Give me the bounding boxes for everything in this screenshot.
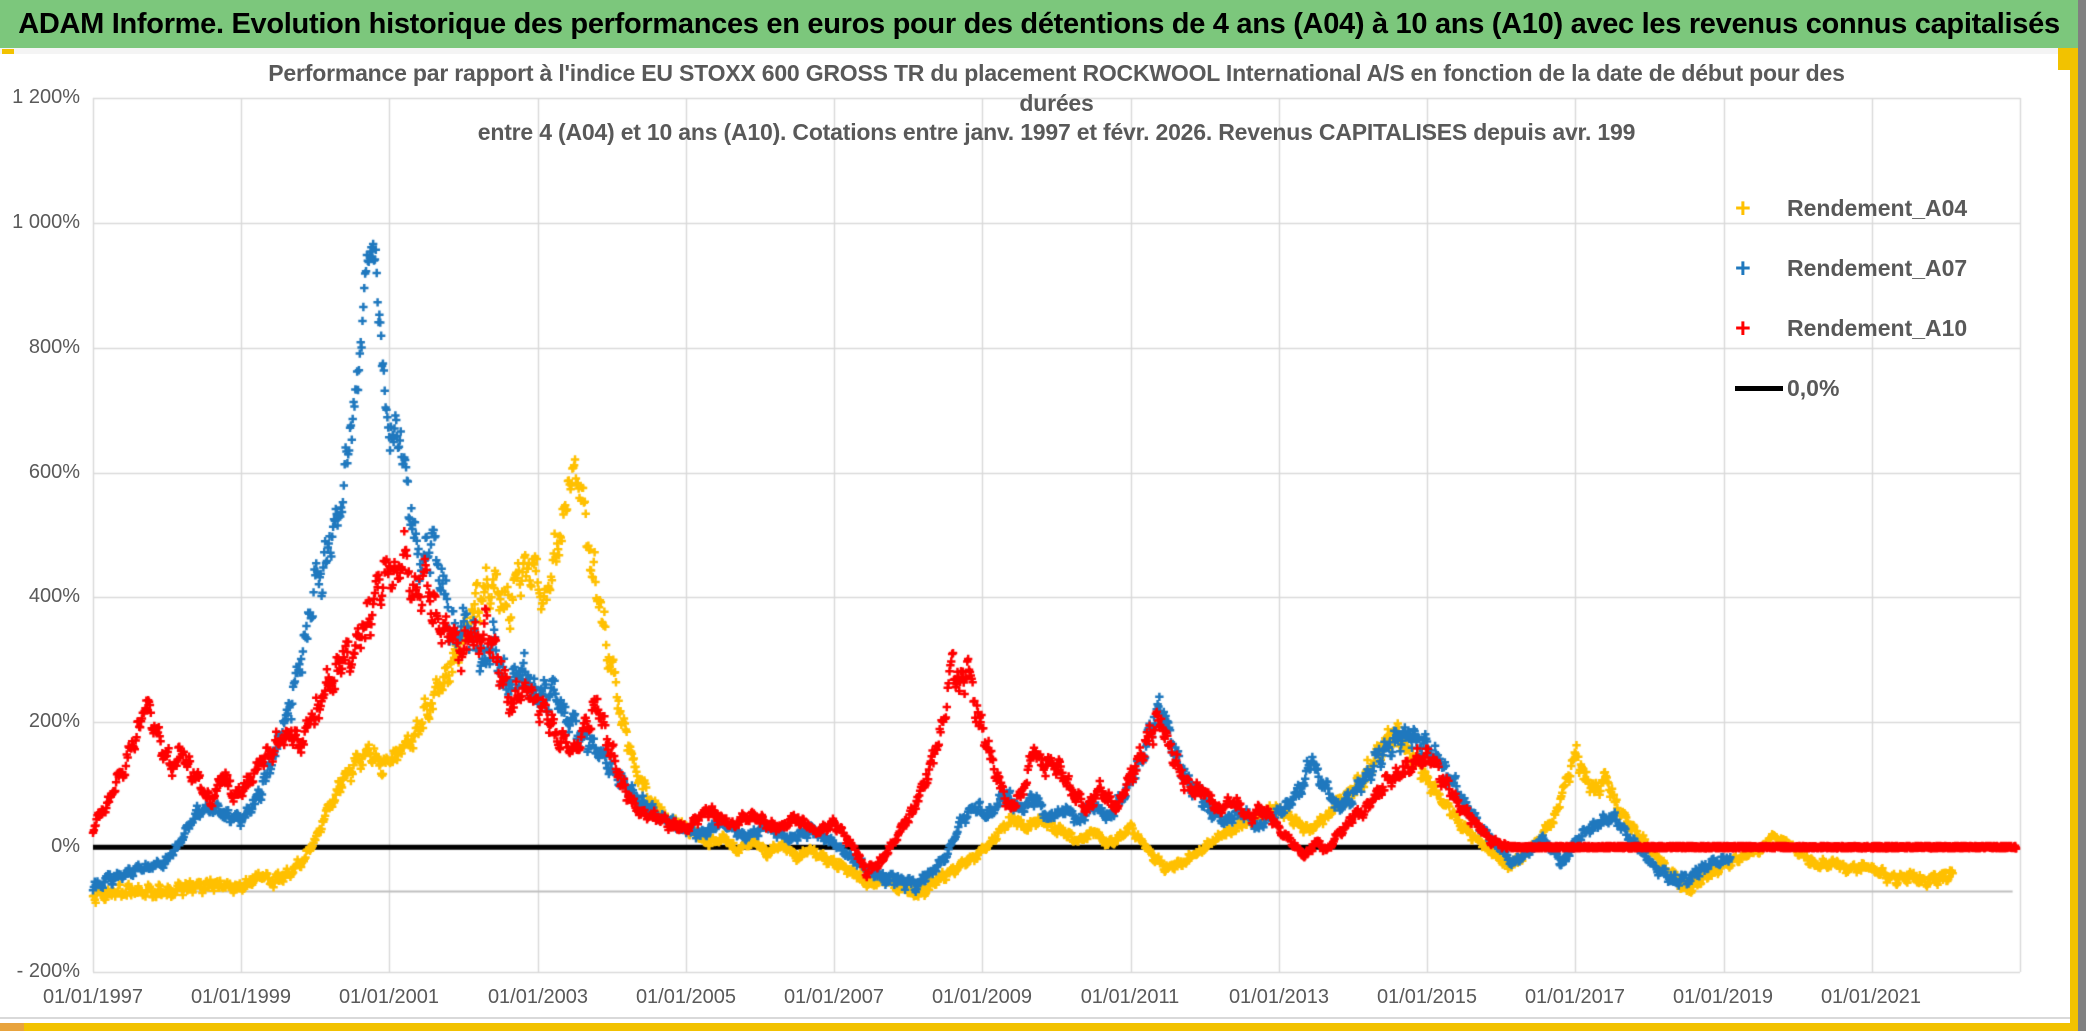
chart-title: Performance par rapport à l'indice EU ST…	[93, 59, 2020, 148]
x-tick-label: 01/01/2021	[1820, 986, 1922, 1008]
y-tick-label: 400%	[28, 585, 80, 607]
x-tick-label: 01/01/2013	[1228, 986, 1330, 1008]
chart-title-line-3: entre 4 (A04) et 10 ans (A10). Cotations…	[477, 119, 1636, 145]
y-tick-label: 1 200%	[12, 86, 80, 108]
header-bar: ADAM Informe. Evolution historique des p…	[0, 0, 2078, 48]
legend-label: 0,0%	[1787, 374, 1840, 401]
y-tick-label: 200%	[28, 710, 80, 732]
x-tick-label: 01/01/2019	[1672, 986, 1774, 1008]
legend-item-a07: + Rendement_A07	[1735, 250, 1967, 286]
x-tick-label: 01/01/2017	[1524, 986, 1626, 1008]
page-border-corner	[2058, 48, 2078, 70]
plus-marker-icon: +	[1735, 253, 1751, 283]
header-title: ADAM Informe. Evolution historique des p…	[18, 7, 2060, 40]
zero-line-icon	[1735, 385, 1783, 391]
x-tick-label: 01/01/2007	[783, 986, 885, 1008]
x-tick-label: 01/01/2011	[1080, 986, 1180, 1008]
header-divider-accent	[2, 49, 14, 54]
page-edge-gray	[2078, 0, 2086, 1031]
legend-item-a10: + Rendement_A10	[1735, 310, 1967, 346]
plus-marker-icon: +	[1735, 193, 1751, 223]
x-tick-label: 01/01/2009	[931, 986, 1033, 1008]
y-tick-label: 800%	[28, 336, 80, 358]
y-tick-label: 1 000%	[12, 211, 80, 233]
legend: + Rendement_A04 + Rendement_A07 + Rendem…	[1735, 190, 1967, 430]
legend-label: Rendement_A10	[1787, 314, 1968, 341]
plus-marker-icon: +	[1735, 313, 1751, 343]
y-tick-label: 0%	[51, 835, 80, 857]
chart-title-line-2: durées	[1019, 89, 1094, 116]
page-border-bottom	[0, 1023, 2078, 1031]
x-tick-label: 01/01/1999	[190, 986, 292, 1008]
legend-label: Rendement_A04	[1787, 194, 1968, 221]
page-border-bottom-accent	[0, 1023, 24, 1031]
x-tick-label: 01/01/2015	[1376, 986, 1478, 1008]
bottom-divider-line	[0, 1017, 2070, 1019]
page-border-right	[2070, 48, 2078, 1031]
x-tick-label: 01/01/2005	[635, 986, 737, 1008]
x-tick-label: 01/01/2001	[338, 986, 440, 1008]
x-tick-label: 01/01/2003	[487, 986, 589, 1008]
x-tick-label: 01/01/1997	[42, 986, 144, 1008]
y-tick-label: 600%	[28, 461, 80, 483]
legend-label: Rendement_A07	[1787, 254, 1968, 281]
header-divider	[0, 48, 2078, 54]
legend-item-zero-line: 0,0%	[1735, 370, 1967, 406]
chart-title-line-1: Performance par rapport à l'indice EU ST…	[268, 60, 1845, 86]
y-tick-label: - 200%	[16, 960, 80, 982]
legend-item-a04: + Rendement_A04	[1735, 190, 1967, 226]
